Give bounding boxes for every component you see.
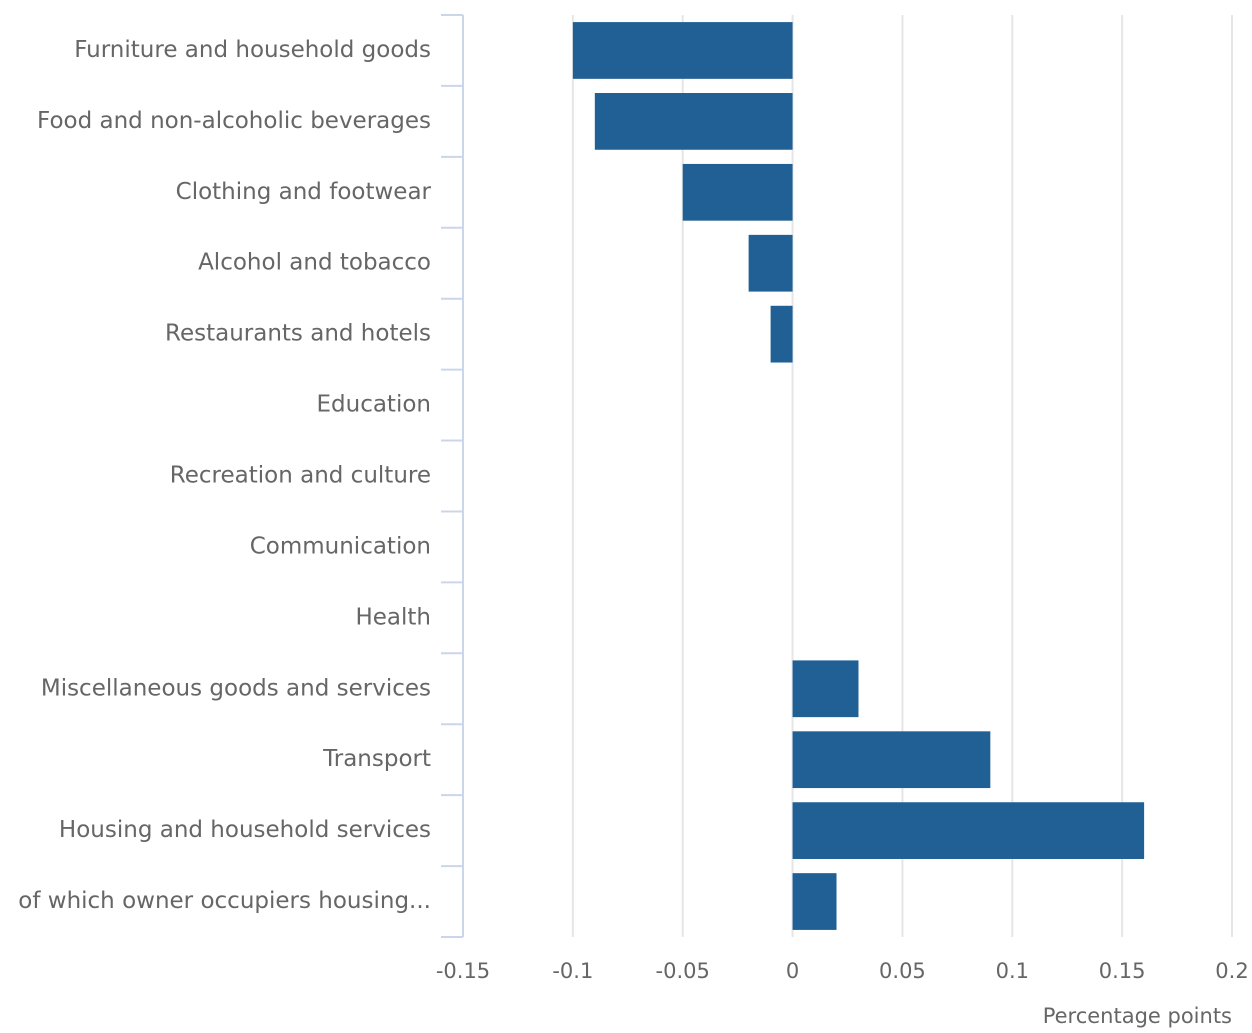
y-tick-label: Education [316, 392, 431, 418]
y-tick-label: Housing and household services [59, 817, 431, 843]
y-tick-label: of which owner occupiers housing... [18, 888, 431, 914]
bar [682, 163, 793, 221]
y-tick-label: Clothing and footwear [176, 179, 432, 205]
bar [792, 731, 991, 789]
x-tick-label: 0.1 [996, 959, 1029, 983]
y-tick-label: Miscellaneous goods and services [41, 675, 431, 701]
x-tick-label: 0.15 [1099, 959, 1146, 983]
x-tick-label: 0 [786, 959, 799, 983]
bar [594, 93, 793, 150]
x-tick-label: -0.1 [552, 959, 593, 983]
y-tick-label: Recreation and culture [170, 463, 431, 489]
x-tick-label: -0.05 [656, 959, 710, 983]
x-tick-label: 0.05 [879, 959, 926, 983]
bar [770, 305, 793, 363]
y-tick-label: Alcohol and tobacco [198, 250, 431, 276]
y-tick-label: Communication [250, 533, 431, 559]
bar [572, 22, 793, 79]
y-tick-label: Transport [322, 746, 431, 772]
bar [792, 660, 859, 718]
y-tick-label: Restaurants and hotels [165, 321, 431, 347]
x-tick-label: -0.15 [436, 959, 490, 983]
y-tick-label: Furniture and household goods [74, 37, 431, 63]
y-tick-label: Food and non-alcoholic beverages [37, 108, 431, 134]
bar [792, 873, 837, 930]
x-axis-title: Percentage points [1043, 1004, 1232, 1028]
y-tick-label: Health [355, 604, 431, 630]
bar [792, 802, 1145, 859]
bar [748, 234, 793, 292]
x-tick-label: 0.2 [1215, 959, 1248, 983]
